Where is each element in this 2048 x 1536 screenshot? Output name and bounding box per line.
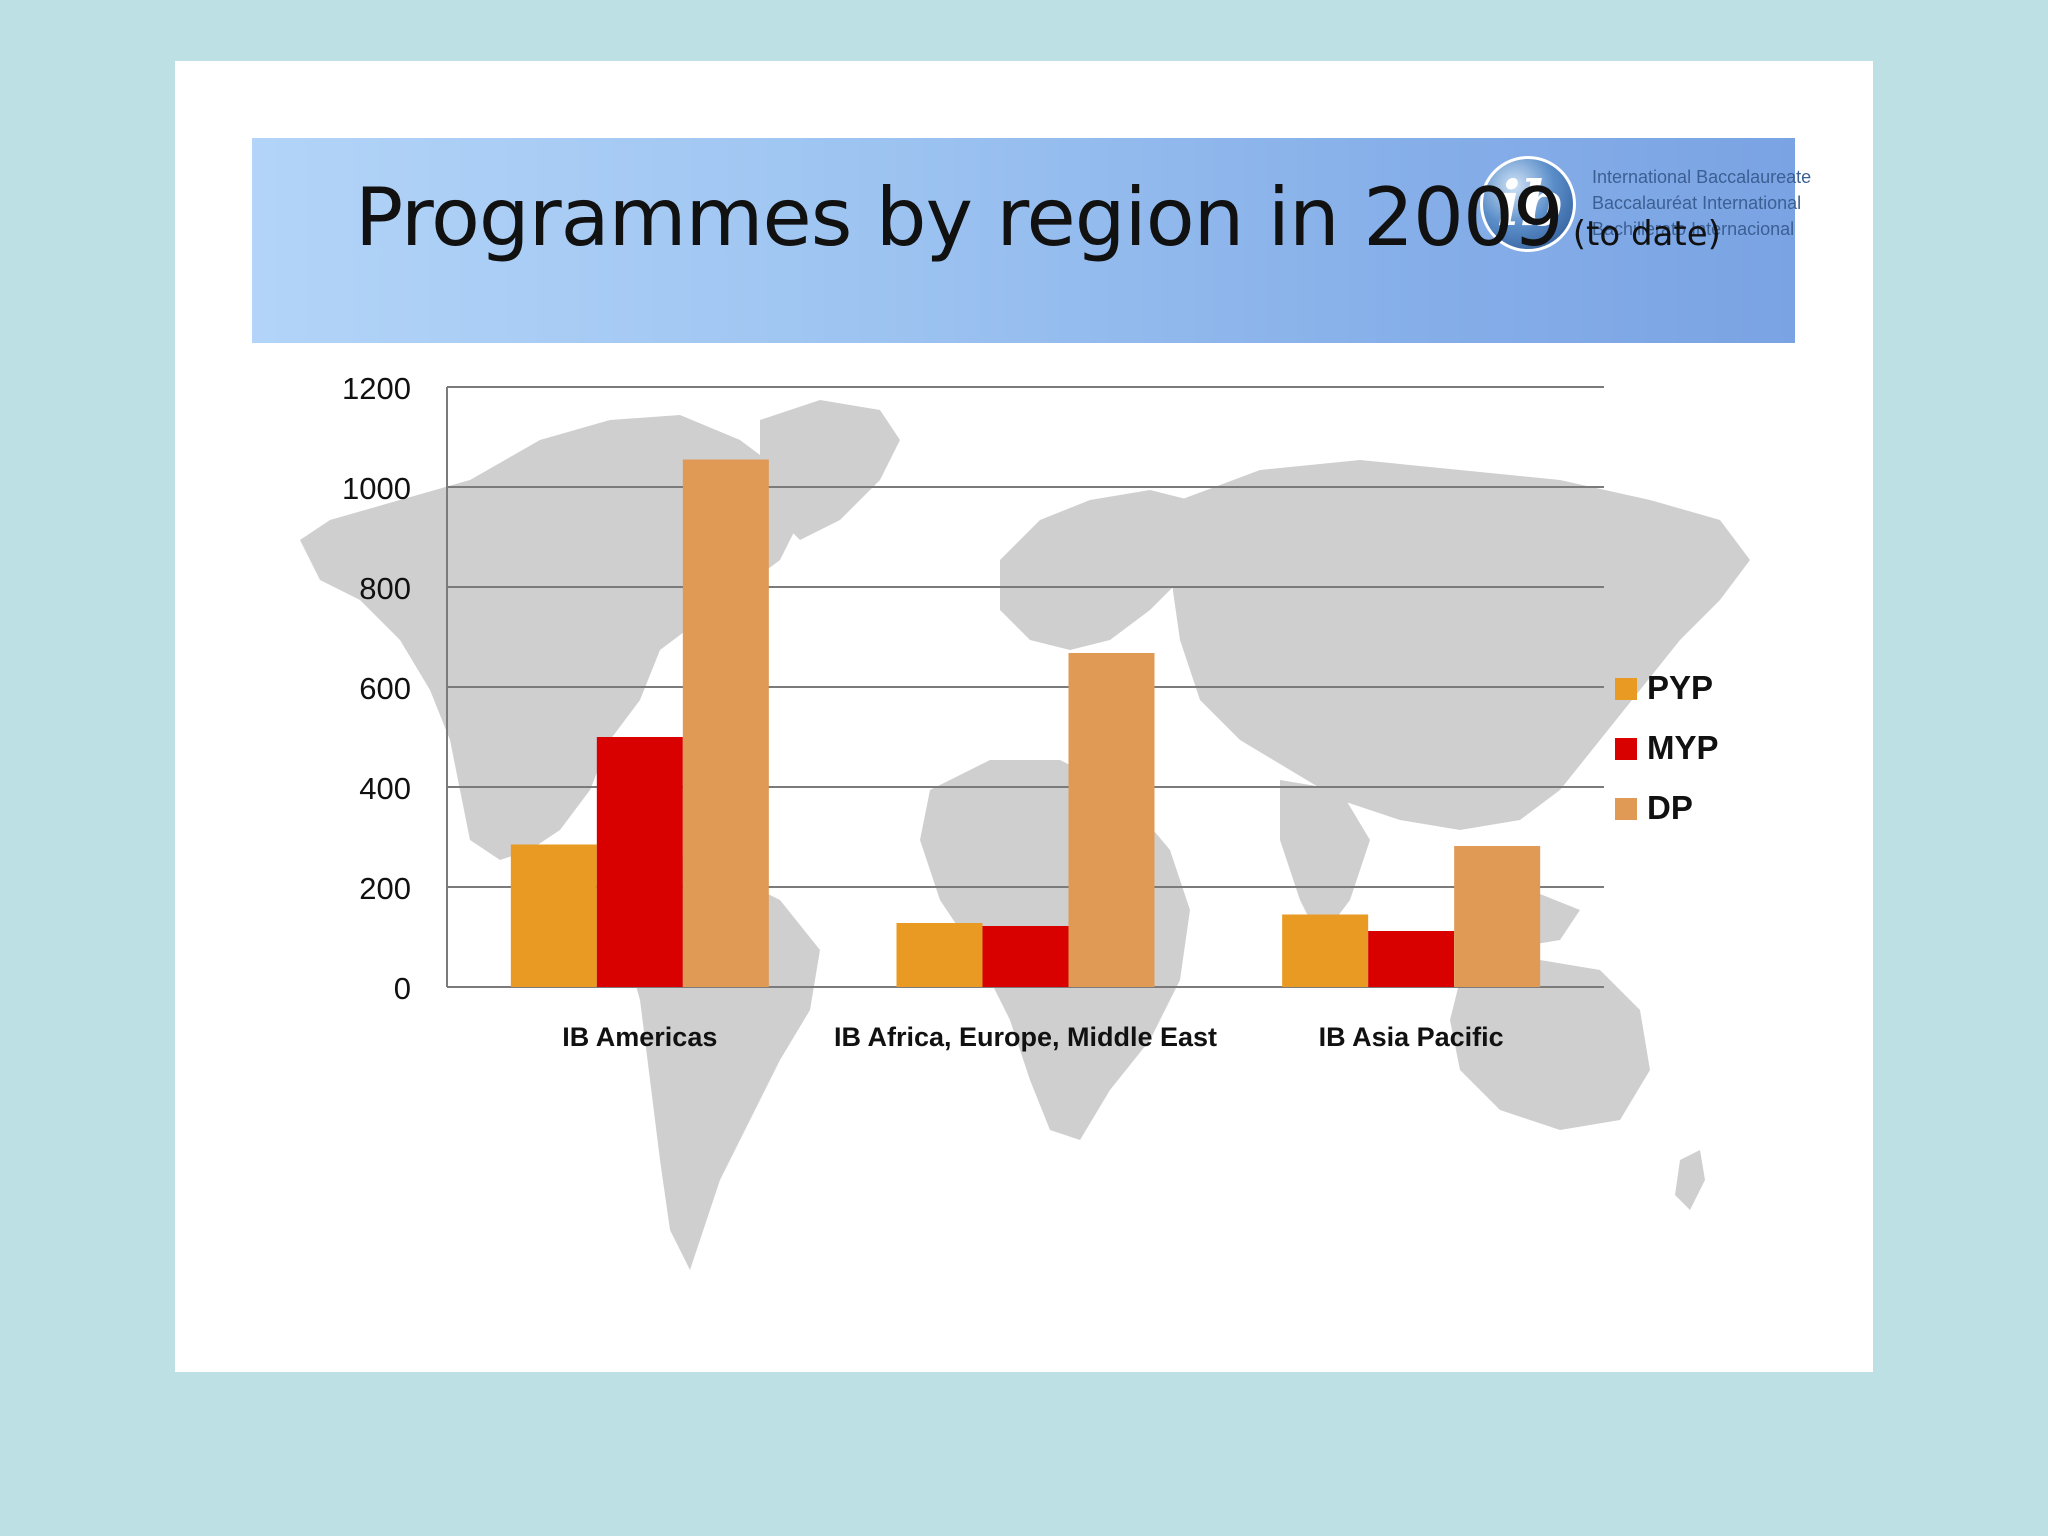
bar-myp-0 — [596, 737, 683, 987]
slide-title: Programmes by region in 2009 (to date) — [355, 171, 1721, 264]
ib-logo-icon: ib — [1480, 156, 1576, 252]
bar-dp-1 — [1068, 653, 1155, 987]
ib-logo-mark: ib — [1497, 167, 1564, 240]
y-tick-labels: 0 200 400 600 800 1000 1200 — [342, 371, 411, 1006]
logo-line-2: Baccalauréat International — [1592, 193, 1802, 213]
map-asia — [1170, 460, 1750, 830]
y-tick-label: 0 — [394, 971, 411, 1006]
map-greenland — [760, 400, 900, 540]
x-tick-labels: IB Americas IB Africa, Europe, Middle Eas… — [562, 1022, 1503, 1052]
header-band: ib International Baccalaureate Baccalaur… — [252, 138, 1811, 343]
bars — [510, 459, 1541, 987]
legend-label-dp: DP — [1647, 789, 1693, 826]
bar-pyp-1 — [896, 923, 983, 987]
map-australia — [1450, 960, 1650, 1130]
x-tick-label: IB Americas — [562, 1022, 717, 1052]
x-tick-label: IB Asia Pacific — [1319, 1022, 1504, 1052]
bar-myp-1 — [982, 926, 1069, 987]
bar-dp-0 — [682, 459, 769, 987]
legend-swatch-myp — [1615, 738, 1637, 760]
world-map-background — [300, 400, 1750, 1270]
y-tick-label: 200 — [359, 871, 411, 906]
x-tick-label: IB Africa, Europe, Middle East — [834, 1022, 1217, 1052]
map-india — [1280, 780, 1370, 940]
y-tick-label: 800 — [359, 571, 411, 606]
map-north-america — [300, 415, 800, 860]
y-tick-label: 400 — [359, 771, 411, 806]
y-tick-label: 600 — [359, 671, 411, 706]
legend-swatch-pyp — [1615, 678, 1637, 700]
logo-line-3: Bachillerato Internacional — [1592, 219, 1795, 239]
bar-dp-2 — [1454, 846, 1541, 987]
y-tick-label: 1000 — [342, 471, 411, 506]
ib-logo-text: International Baccalaureate Baccalauréat… — [1592, 164, 1811, 242]
y-tick-label: 1200 — [342, 371, 411, 406]
legend-swatch-dp — [1615, 798, 1637, 820]
title-text: Programmes by region in 2009 — [355, 171, 1564, 264]
legend-label-myp: MYP — [1647, 729, 1719, 766]
ib-logo: ib International Baccalaureate Baccalaur… — [1480, 154, 1860, 254]
bar-pyp-2 — [1282, 914, 1369, 987]
map-new-zealand — [1675, 1150, 1705, 1210]
legend: PYP MYP DP — [1615, 669, 1719, 826]
bar-pyp-0 — [510, 844, 597, 987]
map-europe — [1000, 490, 1200, 650]
legend-label-pyp: PYP — [1647, 669, 1713, 706]
slide-subtitle: (to date) — [1572, 214, 1721, 254]
logo-line-1: International Baccalaureate — [1592, 167, 1812, 187]
bar-myp-2 — [1368, 931, 1455, 987]
